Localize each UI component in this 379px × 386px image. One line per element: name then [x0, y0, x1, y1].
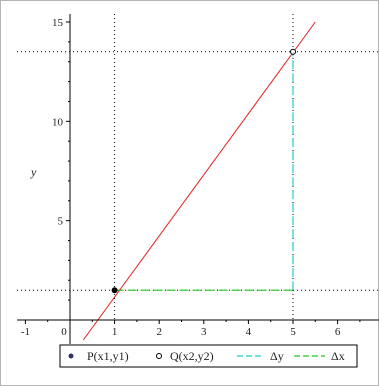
legend-box — [59, 344, 358, 368]
y-tick-label: 5 — [58, 216, 64, 228]
x-tick-label: 1 — [112, 326, 118, 338]
legend-label-p: P(x1,y1) — [87, 349, 129, 363]
x-tick-label: 4 — [246, 326, 252, 338]
y-axis-label: y — [30, 165, 37, 179]
legend-marker-p — [68, 353, 74, 359]
points-layer — [111, 48, 296, 294]
x-tick-label: 0 — [61, 326, 67, 338]
point-q — [290, 48, 296, 55]
legend-label-dy: Δy — [270, 349, 284, 363]
legend-label-q: Q(x2,y2) — [170, 349, 214, 363]
y-tick-label: 15 — [52, 17, 64, 29]
x-tick-label: 5 — [290, 326, 296, 338]
x-tick-label: 6 — [335, 326, 341, 338]
lines-layer — [17, 14, 379, 341]
legend-label-dx: Δx — [331, 349, 345, 363]
x-tick-label: -1 — [21, 326, 30, 338]
legend-marker-q — [156, 353, 162, 359]
ticks-layer: -1 0 1 2 3 4 5 6 5 10 15 — [21, 17, 361, 338]
x-tick-label: 2 — [156, 326, 162, 338]
x-tick-label: 3 — [201, 326, 207, 338]
point-p — [111, 287, 118, 294]
line-through-p-q — [82, 21, 316, 341]
legend: P(x1,y1) Q(x2,y2) Δy Δx — [59, 344, 358, 368]
y-tick-label: 10 — [52, 116, 64, 128]
axes-layer — [17, 14, 379, 344]
